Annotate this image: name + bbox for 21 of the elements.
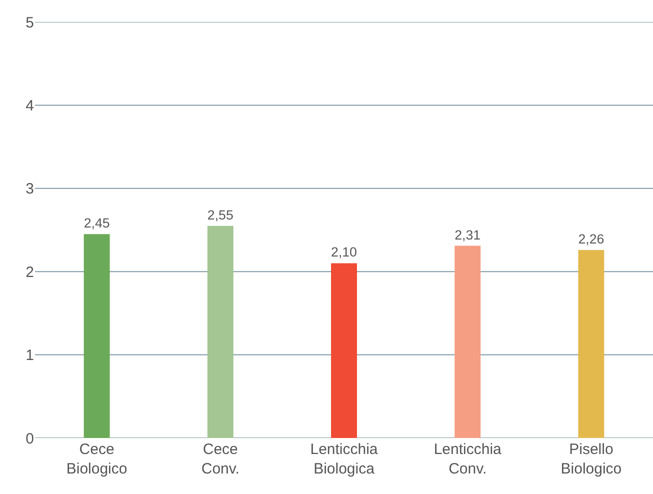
bar — [84, 234, 110, 438]
bar — [578, 250, 604, 438]
y-tick-label: 0 — [26, 430, 34, 448]
data-label: 2,26 — [578, 231, 604, 246]
x-tick-label: Cece Biologico — [66, 441, 128, 478]
x-tick-label: Lenticchia Biologica — [310, 441, 378, 478]
x-tick-label: Lenticchia Conv. — [434, 441, 502, 478]
data-label: 2,10 — [331, 244, 357, 260]
bar — [454, 246, 481, 438]
y-tick-label: 4 — [26, 97, 34, 114]
y-tick-label: 2 — [26, 264, 34, 281]
data-label: 2,55 — [207, 207, 234, 222]
x-tick-label: Cece Conv. — [201, 441, 240, 478]
data-label: 2,31 — [454, 227, 481, 242]
bar — [207, 226, 234, 438]
y-tick-label: 3 — [26, 180, 34, 198]
x-tick-label: Pisello Biologico — [560, 441, 622, 478]
y-tick-label: 5 — [26, 14, 34, 32]
data-label: 2,45 — [84, 216, 110, 231]
bar — [331, 263, 357, 438]
y-tick-label: 1 — [26, 347, 34, 364]
